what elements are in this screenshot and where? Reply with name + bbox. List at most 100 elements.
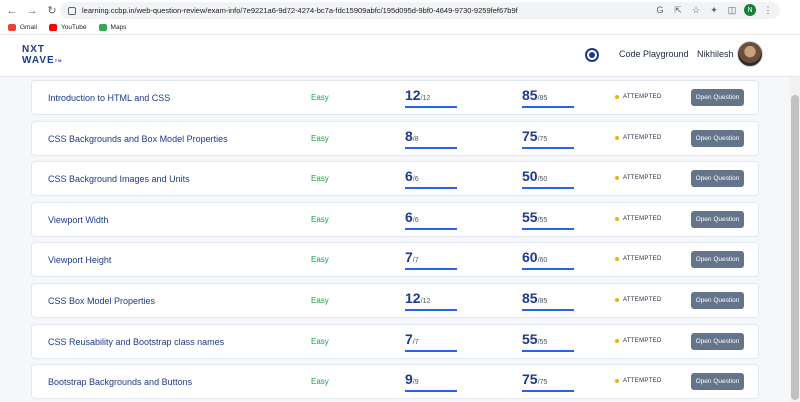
points-progress-bar [522, 390, 574, 393]
points-value: 50 [522, 168, 538, 185]
bookmark-label: Maps [110, 24, 127, 31]
score-total: /8 [412, 135, 419, 143]
status-text: ATTEMPTED [623, 296, 662, 303]
bookmark-youtube[interactable]: YouTube [48, 24, 87, 31]
status-badge: ATTEMPTED [615, 175, 662, 181]
question-score: 12/12 [405, 87, 459, 108]
question-row: Introduction to HTML and CSS Easy 12/12 … [31, 80, 759, 115]
app-header: NXT WAVETM Code Playground Nikhilesh [0, 35, 800, 77]
difficulty-label: Easy [311, 133, 329, 143]
points-progress-bar [522, 106, 574, 108]
open-question-button[interactable]: Open Question [691, 251, 744, 269]
status-dot-icon [615, 379, 619, 384]
question-score: 9/9 [405, 371, 459, 393]
status-dot-icon [615, 297, 619, 302]
status-text: ATTEMPTED [623, 175, 662, 182]
question-row: CSS Background Images and Units Easy 6/6… [31, 161, 759, 197]
score-progress-bar [405, 146, 457, 149]
points-score: 55/55 [522, 209, 576, 230]
score-value: 12 [405, 289, 421, 306]
open-question-button[interactable]: Open Question [691, 291, 744, 309]
url-text[interactable]: learning.ccbp.in/web-question-review/exa… [82, 6, 518, 15]
open-question-button[interactable]: Open Question [691, 89, 744, 106]
question-list: Introduction to HTML and CSS Easy 12/12 … [31, 80, 759, 402]
bookmark-maps[interactable]: Maps [98, 24, 127, 31]
points-value: 55 [522, 208, 538, 225]
score-value: 9 [405, 371, 413, 388]
open-question-button[interactable]: Open Question [691, 170, 744, 188]
points-progress-bar [522, 187, 574, 190]
points-value: 60 [522, 249, 538, 266]
sidebar-icon[interactable]: ◫ [727, 4, 737, 15]
score-progress-bar [405, 187, 457, 190]
bookmark-gmail[interactable]: Gmail [8, 24, 37, 31]
maps-icon [98, 24, 107, 31]
lock-icon [68, 6, 76, 15]
status-dot-icon [615, 216, 619, 221]
open-question-button[interactable]: Open Question [691, 129, 744, 147]
avatar[interactable] [737, 41, 763, 67]
points-progress-bar [522, 349, 574, 352]
question-title: Introduction to HTML and CSS [48, 93, 171, 103]
question-title: Viewport Height [48, 255, 112, 266]
question-title: Viewport Width [48, 214, 109, 225]
score-total: /7 [412, 257, 419, 265]
open-question-button[interactable]: Open Question [691, 332, 744, 350]
status-dot-icon [615, 135, 619, 140]
points-score: 85/85 [522, 87, 576, 108]
status-badge: ATTEMPTED [615, 378, 662, 384]
nxtwave-logo[interactable]: NXT WAVETM [22, 44, 66, 68]
share-icon[interactable]: ⇱ [674, 4, 682, 15]
reload-icon[interactable]: ↻ [47, 5, 57, 17]
status-text: ATTEMPTED [623, 215, 662, 222]
timer-icon[interactable] [585, 48, 599, 62]
bookmark-star-icon[interactable]: ☆ [691, 4, 701, 15]
points-progress-bar [522, 308, 574, 311]
browser-toolbar: ← → ↻ learning.ccbp.in/web-question-revi… [0, 0, 800, 21]
points-total: /55 [537, 338, 548, 346]
menu-icon[interactable]: ⋮ [763, 4, 773, 15]
bookmarks-bar: Gmail YouTube Maps [0, 21, 800, 35]
status-dot-icon [615, 176, 619, 181]
score-total: /6 [412, 216, 419, 224]
difficulty-label: Easy [311, 336, 329, 346]
points-total: /50 [537, 176, 548, 184]
code-playground-link[interactable]: Code Playground [619, 49, 689, 59]
points-value: 85 [522, 87, 538, 103]
question-row: Bootstrap Backgrounds and Buttons Easy 9… [31, 364, 759, 400]
address-bar[interactable]: learning.ccbp.in/web-question-review/exa… [60, 2, 780, 19]
question-row: Viewport Width Easy 6/6 55/55 ATTEMPTED … [31, 201, 759, 237]
back-arrow-icon[interactable]: ← [6, 4, 18, 17]
score-total: /6 [412, 176, 419, 184]
question-score: 7/7 [405, 249, 459, 271]
question-title: CSS Box Model Properties [48, 295, 156, 306]
status-badge: ATTEMPTED [615, 256, 662, 262]
question-row: Viewport Height Easy 7/7 60/60 ATTEMPTED… [31, 242, 759, 278]
score-total: /9 [412, 379, 419, 387]
question-row: CSS Reusability and Bootstrap class name… [31, 323, 759, 359]
open-question-button[interactable]: Open Question [691, 373, 744, 391]
profile-avatar-icon[interactable]: N [744, 4, 756, 16]
extensions-icon[interactable]: ✦ [710, 4, 718, 15]
google-icon[interactable]: G [656, 5, 664, 15]
score-total: /12 [420, 95, 431, 102]
score-value: 8 [405, 127, 413, 144]
score-progress-bar [405, 349, 457, 352]
question-title: Bootstrap Backgrounds and Buttons [48, 377, 193, 388]
question-row: CSS Box Model Properties Easy 12/12 85/8… [31, 282, 759, 318]
scrollbar-thumb[interactable] [791, 95, 799, 400]
forward-arrow-icon[interactable]: → [26, 4, 38, 17]
open-question-button[interactable]: Open Question [691, 210, 744, 228]
score-progress-bar [405, 390, 457, 393]
difficulty-label: Easy [311, 255, 329, 265]
question-row: CSS Backgrounds and Box Model Properties… [31, 120, 759, 156]
points-value: 55 [522, 330, 538, 347]
points-total: /75 [537, 135, 548, 143]
status-text: ATTEMPTED [623, 134, 662, 141]
status-text: ATTEMPTED [623, 94, 662, 100]
points-value: 75 [522, 127, 538, 144]
question-title: CSS Backgrounds and Box Model Properties [48, 133, 228, 144]
scrollbar[interactable] [790, 77, 800, 402]
points-score: 60/60 [522, 249, 576, 271]
difficulty-label: Easy [311, 295, 329, 305]
